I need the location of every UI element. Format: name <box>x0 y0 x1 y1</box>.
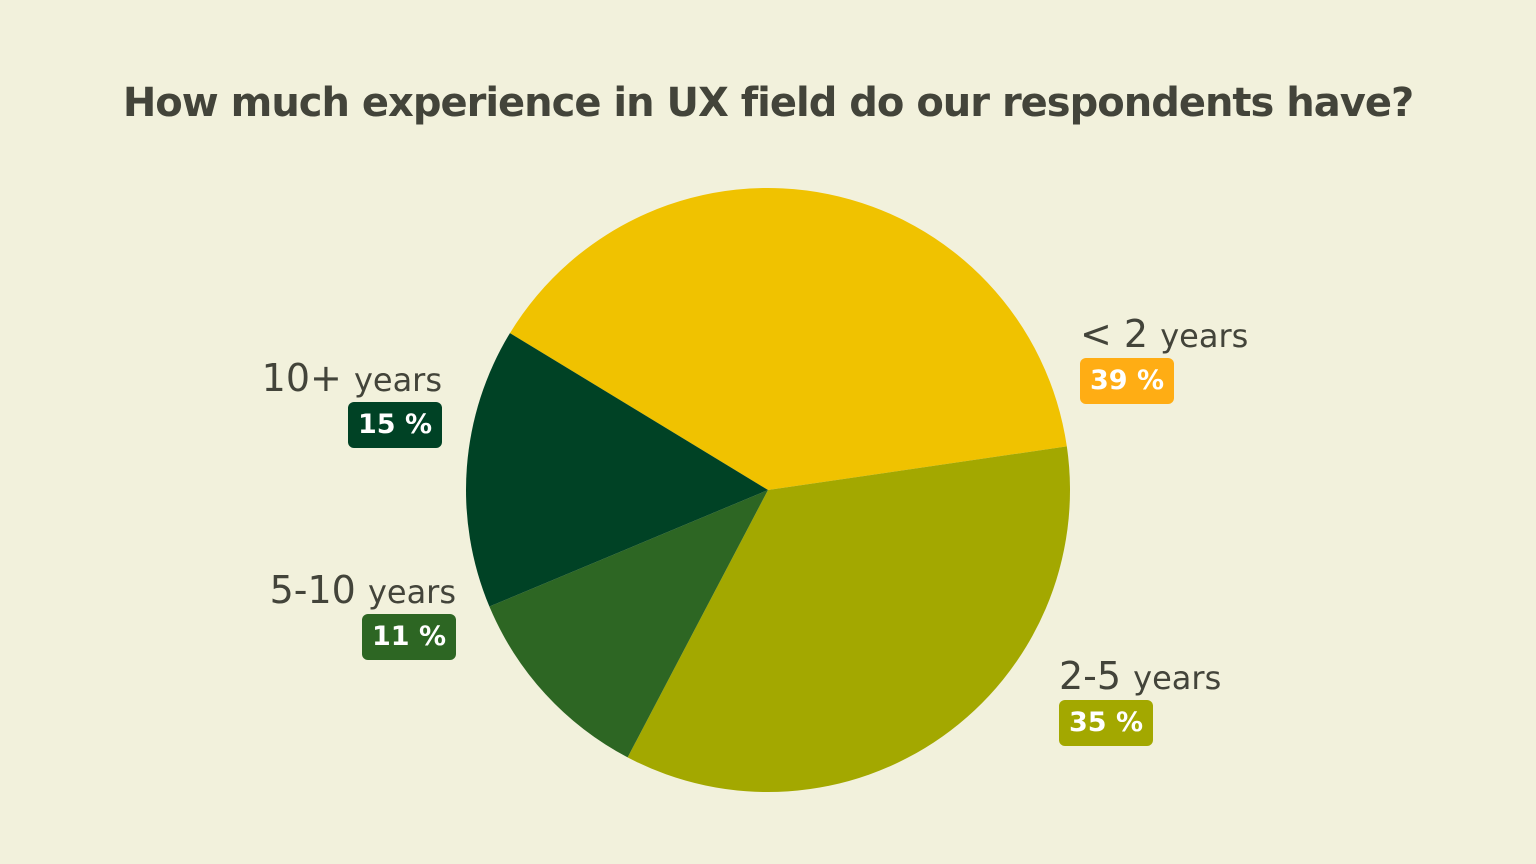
slice-unit: years <box>353 361 442 399</box>
slice-unit: years <box>367 573 456 611</box>
pie-slice-2 <box>509 187 1067 490</box>
slice-label: < 2 <box>1080 312 1149 356</box>
value-badge: 11 % <box>361 614 456 660</box>
value-badge: 35 % <box>1059 700 1154 746</box>
pie-slice-5-10 <box>489 490 768 758</box>
value-badge: 15 % <box>347 402 442 448</box>
slice-label: 2-5 <box>1059 654 1122 698</box>
slice-label: 5-10 <box>269 568 356 612</box>
label-2-5-years: 2-5 years 35 % <box>1059 654 1221 746</box>
label-10-plus-years: 10+ years 15 % <box>262 356 442 448</box>
chart-title: How much experience in UX field do our r… <box>122 80 1414 126</box>
slice-unit: years <box>1160 317 1249 355</box>
label-less-than-2-years: < 2 years 39 % <box>1080 312 1248 404</box>
pie-slice-2-5 <box>627 446 1070 792</box>
pie-slice-10 <box>466 333 768 607</box>
slice-label: 10+ <box>261 356 342 400</box>
slice-unit: years <box>1133 659 1222 697</box>
value-badge: 39 % <box>1080 358 1175 404</box>
label-5-10-years: 5-10 years 11 % <box>270 568 456 660</box>
